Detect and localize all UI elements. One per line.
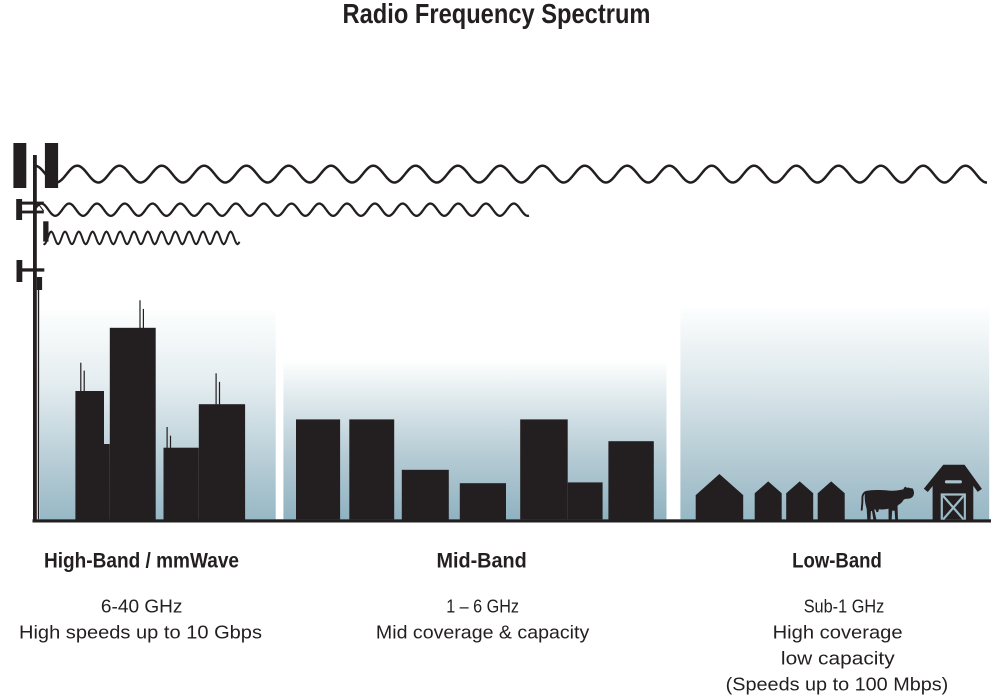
- svg-text:High coverage: High coverage: [773, 623, 903, 643]
- svg-text:1 – 6 GHz: 1 – 6 GHz: [446, 597, 519, 617]
- svg-text:Radio Frequency Spectrum: Radio Frequency Spectrum: [343, 0, 651, 29]
- svg-text:Sub-1 GHz: Sub-1 GHz: [804, 597, 885, 617]
- svg-text:low capacity: low capacity: [781, 649, 895, 669]
- svg-text:Low-Band: Low-Band: [792, 549, 882, 573]
- svg-text:Mid coverage & capacity: Mid coverage & capacity: [376, 623, 589, 643]
- svg-text:Mid-Band: Mid-Band: [436, 549, 526, 573]
- svg-text:6-40 GHz: 6-40 GHz: [101, 597, 183, 617]
- svg-text:High-Band / mmWave: High-Band / mmWave: [44, 549, 239, 573]
- svg-text:High speeds up to 10 Gbps: High speeds up to 10 Gbps: [19, 623, 262, 643]
- svg-text:(Speeds up to 100 Mbps): (Speeds up to 100 Mbps): [726, 675, 949, 695]
